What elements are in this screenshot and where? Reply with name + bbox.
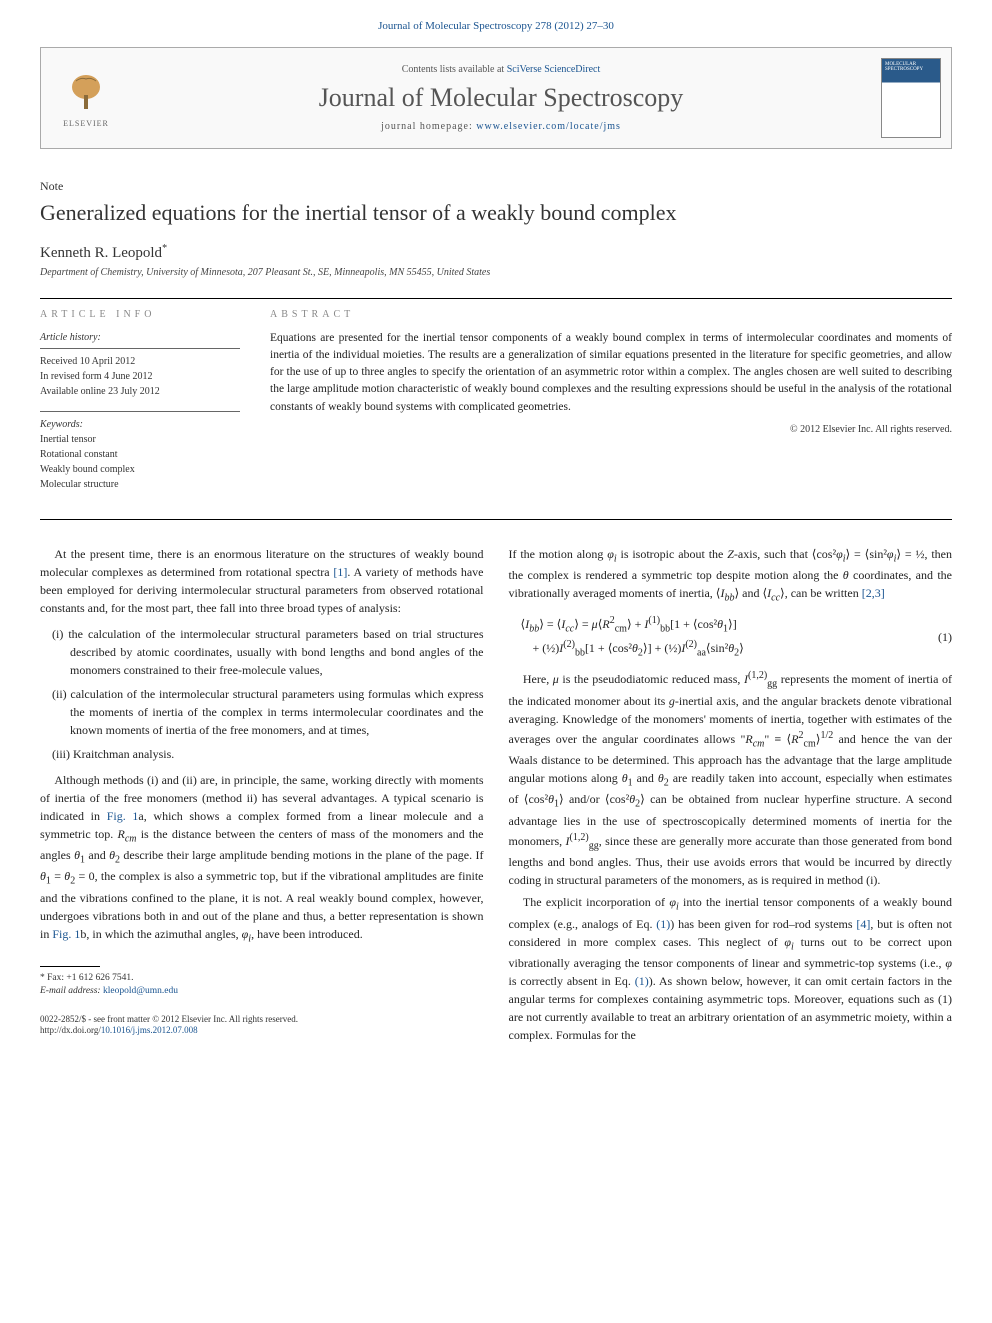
equation-body: ⟨Ibb⟩ = ⟨Icc⟩ = μ⟨R2cm⟩ + I(1)bb[1 + ⟨co… xyxy=(509,613,923,660)
body-paragraph: Here, μ is the pseudodiatomic reduced ma… xyxy=(509,668,953,889)
body-paragraph: The explicit incorporation of φi into th… xyxy=(509,893,953,1044)
corresponding-footnote: * Fax: +1 612 626 7541. E-mail address: … xyxy=(40,972,484,999)
list-item: (iii) Kraitchman analysis. xyxy=(40,745,484,763)
ref-link[interactable]: [1] xyxy=(333,565,347,579)
fig-link[interactable]: Fig. 1 xyxy=(52,927,80,941)
keyword: Weakly bound complex xyxy=(40,462,240,477)
ref-link[interactable]: [2,3] xyxy=(862,586,885,600)
fig-link[interactable]: Fig. 1 xyxy=(107,809,139,823)
journal-name: Journal of Molecular Spectroscopy xyxy=(121,83,881,113)
keywords-block: Keywords: Inertial tensor Rotational con… xyxy=(40,411,240,492)
body-two-column: At the present time, there is an enormou… xyxy=(40,545,952,1048)
info-header: ARTICLE INFO xyxy=(40,309,240,320)
contents-prefix: Contents lists available at xyxy=(402,64,507,75)
body-paragraph: If the motion along φi is isotropic abou… xyxy=(509,545,953,606)
email-link[interactable]: kleopold@umn.edu xyxy=(103,986,178,996)
homepage-link[interactable]: www.elsevier.com/locate/jms xyxy=(476,121,621,132)
homepage-line: journal homepage: www.elsevier.com/locat… xyxy=(121,121,881,132)
equation-1: ⟨Ibb⟩ = ⟨Icc⟩ = μ⟨R2cm⟩ + I(1)bb[1 + ⟨co… xyxy=(509,613,953,660)
footnote-rule xyxy=(40,966,100,967)
cover-text: MOLECULAR SPECTROSCOPY xyxy=(884,61,938,73)
revised-date: In revised form 4 June 2012 xyxy=(40,369,240,384)
history-label: Article history: xyxy=(40,330,240,345)
journal-cover-thumb: MOLECULAR SPECTROSCOPY xyxy=(881,58,941,138)
list-item: (ii) calculation of the intermolecular s… xyxy=(40,685,484,739)
equation-number: (1) xyxy=(922,628,952,646)
info-abstract-row: ARTICLE INFO Article history: Received 1… xyxy=(40,298,952,520)
author-text: Kenneth R. Leopold xyxy=(40,245,162,261)
bottom-legal: 0022-2852/$ - see front matter © 2012 El… xyxy=(40,1014,484,1037)
online-date: Available online 23 July 2012 xyxy=(40,384,240,399)
article-type: Note xyxy=(40,179,952,194)
homepage-prefix: journal homepage: xyxy=(381,121,476,132)
left-column: At the present time, there is an enormou… xyxy=(40,545,484,1048)
email-label: E-mail address: xyxy=(40,986,103,996)
keywords-label: Keywords: xyxy=(40,417,240,432)
publisher-logo: ELSEVIER xyxy=(51,63,121,133)
keyword: Molecular structure xyxy=(40,477,240,492)
eq-link[interactable]: (1) xyxy=(656,917,670,931)
abstract-copyright: © 2012 Elsevier Inc. All rights reserved… xyxy=(270,424,952,435)
right-column: If the motion along φi is isotropic abou… xyxy=(509,545,953,1048)
contents-line: Contents lists available at SciVerse Sci… xyxy=(121,64,881,75)
article-info: ARTICLE INFO Article history: Received 1… xyxy=(40,309,240,504)
keyword: Rotational constant xyxy=(40,447,240,462)
header-center: Contents lists available at SciVerse Sci… xyxy=(121,64,881,132)
eq-link[interactable]: (1) xyxy=(635,974,649,988)
top-citation: Journal of Molecular Spectroscopy 278 (2… xyxy=(40,20,952,32)
keyword: Inertial tensor xyxy=(40,432,240,447)
method-list: (i) the calculation of the intermolecula… xyxy=(40,625,484,763)
sciencedirect-link[interactable]: SciVerse ScienceDirect xyxy=(507,64,601,75)
affiliation: Department of Chemistry, University of M… xyxy=(40,267,952,278)
paper-title: Generalized equations for the inertial t… xyxy=(40,199,952,228)
received-date: Received 10 April 2012 xyxy=(40,354,240,369)
elsevier-tree-icon xyxy=(61,69,111,119)
article-history: Article history: Received 10 April 2012 … xyxy=(40,330,240,399)
doi-label: http://dx.doi.org/ xyxy=(40,1025,101,1035)
doi-link[interactable]: 10.1016/j.jms.2012.07.008 xyxy=(101,1025,198,1035)
list-item: (i) the calculation of the intermolecula… xyxy=(40,625,484,679)
ref-link[interactable]: [4] xyxy=(856,917,870,931)
fax-number: +1 612 626 7541. xyxy=(66,973,133,983)
author-mark: * xyxy=(162,243,167,254)
body-paragraph: Although methods (i) and (ii) are, in pr… xyxy=(40,771,484,947)
body-paragraph: At the present time, there is an enormou… xyxy=(40,545,484,617)
abstract-text: Equations are presented for the inertial… xyxy=(270,330,952,416)
front-matter-line: 0022-2852/$ - see front matter © 2012 El… xyxy=(40,1014,484,1026)
author-name: Kenneth R. Leopold* xyxy=(40,243,952,262)
fax-label: * Fax: xyxy=(40,973,66,983)
abstract-header: ABSTRACT xyxy=(270,309,952,320)
journal-header: ELSEVIER Contents lists available at Sci… xyxy=(40,47,952,149)
publisher-name: ELSEVIER xyxy=(63,119,109,128)
abstract-column: ABSTRACT Equations are presented for the… xyxy=(270,309,952,504)
